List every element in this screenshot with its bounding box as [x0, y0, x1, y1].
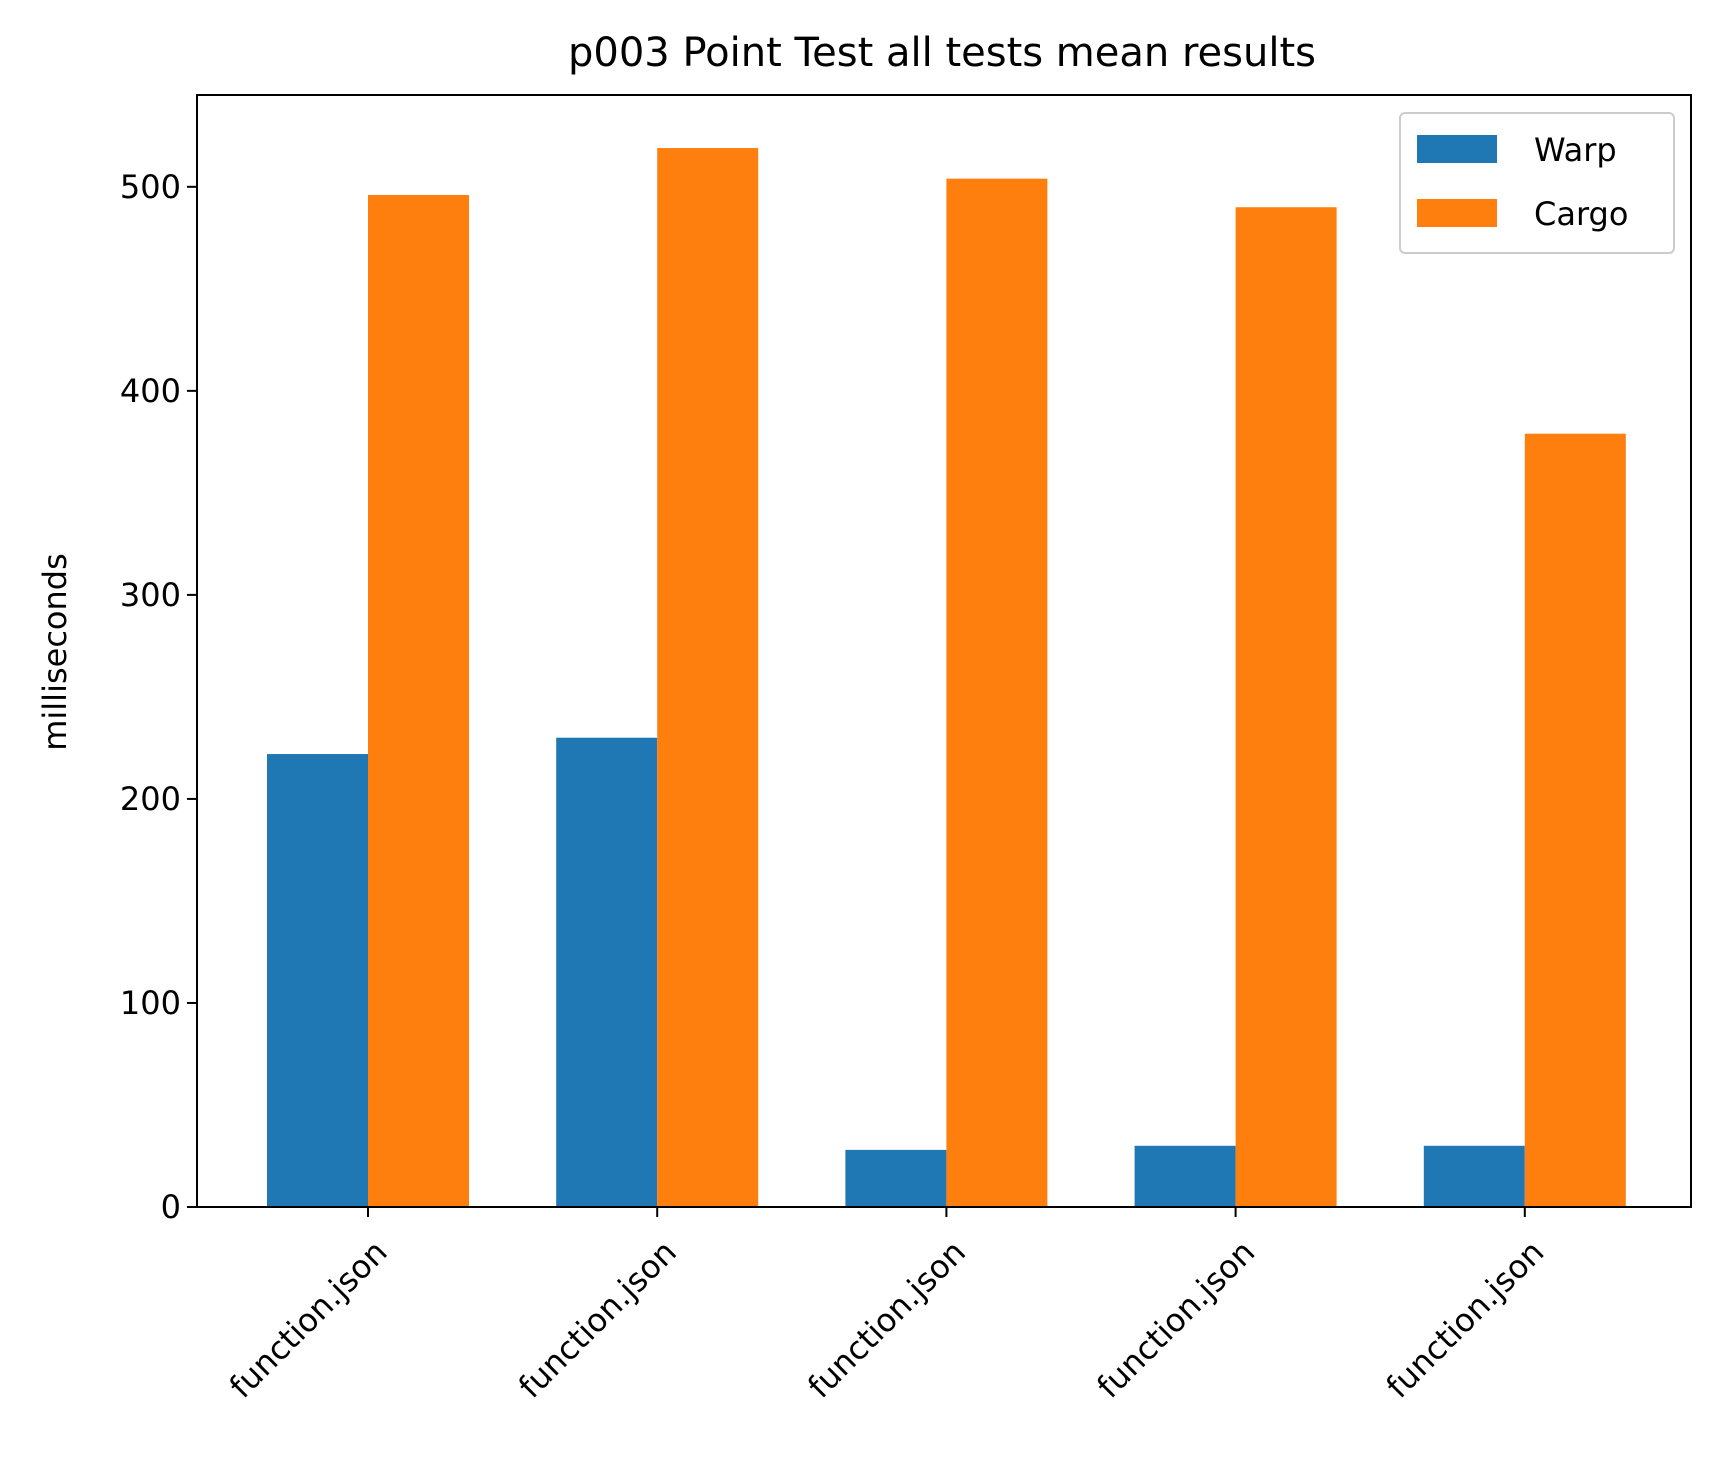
bar-cargo-3	[946, 178, 1048, 1208]
chart-title: p003 Point Test all tests mean results	[568, 30, 1316, 76]
axes-layer: 0 100 200 300 400 500 function.json function.js…	[120, 94, 1692, 1406]
x-tick-label: function.json	[800, 1233, 973, 1406]
x-tick-label: function.json	[511, 1233, 684, 1406]
y-tick-label: 100	[120, 984, 181, 1022]
bar-cargo-4	[1235, 207, 1337, 1207]
plot-frame	[196, 94, 1692, 1208]
bar-cargo-2	[657, 148, 759, 1207]
legend: Warp Cargo	[1399, 112, 1675, 254]
x-tick-label: function.json	[222, 1233, 395, 1406]
legend-label-warp: Warp	[1534, 131, 1617, 169]
legend-swatch-warp	[1417, 135, 1497, 163]
bar-warp-3	[845, 1149, 947, 1207]
bar-warp-4	[1134, 1145, 1236, 1207]
bar-cargo-5	[1524, 433, 1626, 1207]
y-axis-label: milliseconds	[36, 553, 74, 751]
y-tick-label: 500	[120, 168, 181, 206]
bar-cargo-1	[368, 194, 469, 1208]
legend-label-cargo: Cargo	[1534, 195, 1628, 233]
x-tick-label: function.json	[1089, 1233, 1262, 1406]
x-tick-label: function.json	[1379, 1233, 1552, 1406]
y-tick-label: 300	[120, 576, 181, 614]
bar-warp-2	[556, 737, 658, 1207]
bar-warp-5	[1423, 1145, 1525, 1207]
legend-swatch-cargo	[1417, 199, 1497, 227]
bars-layer	[267, 148, 1626, 1208]
y-tick-label: 400	[120, 372, 181, 410]
bar-warp-1	[267, 754, 368, 1207]
y-tick-label: 200	[120, 780, 181, 818]
y-tick-label: 0	[161, 1188, 181, 1226]
